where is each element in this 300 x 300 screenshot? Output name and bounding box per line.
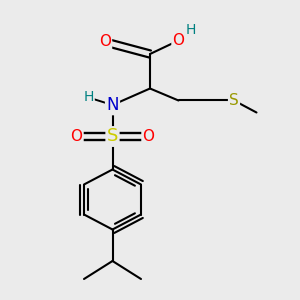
Text: H: H <box>83 91 94 104</box>
Text: N: N <box>106 96 119 114</box>
Text: H: H <box>185 23 196 37</box>
Text: O: O <box>99 34 111 50</box>
Text: O: O <box>142 129 154 144</box>
Text: O: O <box>70 129 83 144</box>
Text: O: O <box>172 33 184 48</box>
Text: S: S <box>107 128 118 146</box>
Text: S: S <box>229 93 239 108</box>
